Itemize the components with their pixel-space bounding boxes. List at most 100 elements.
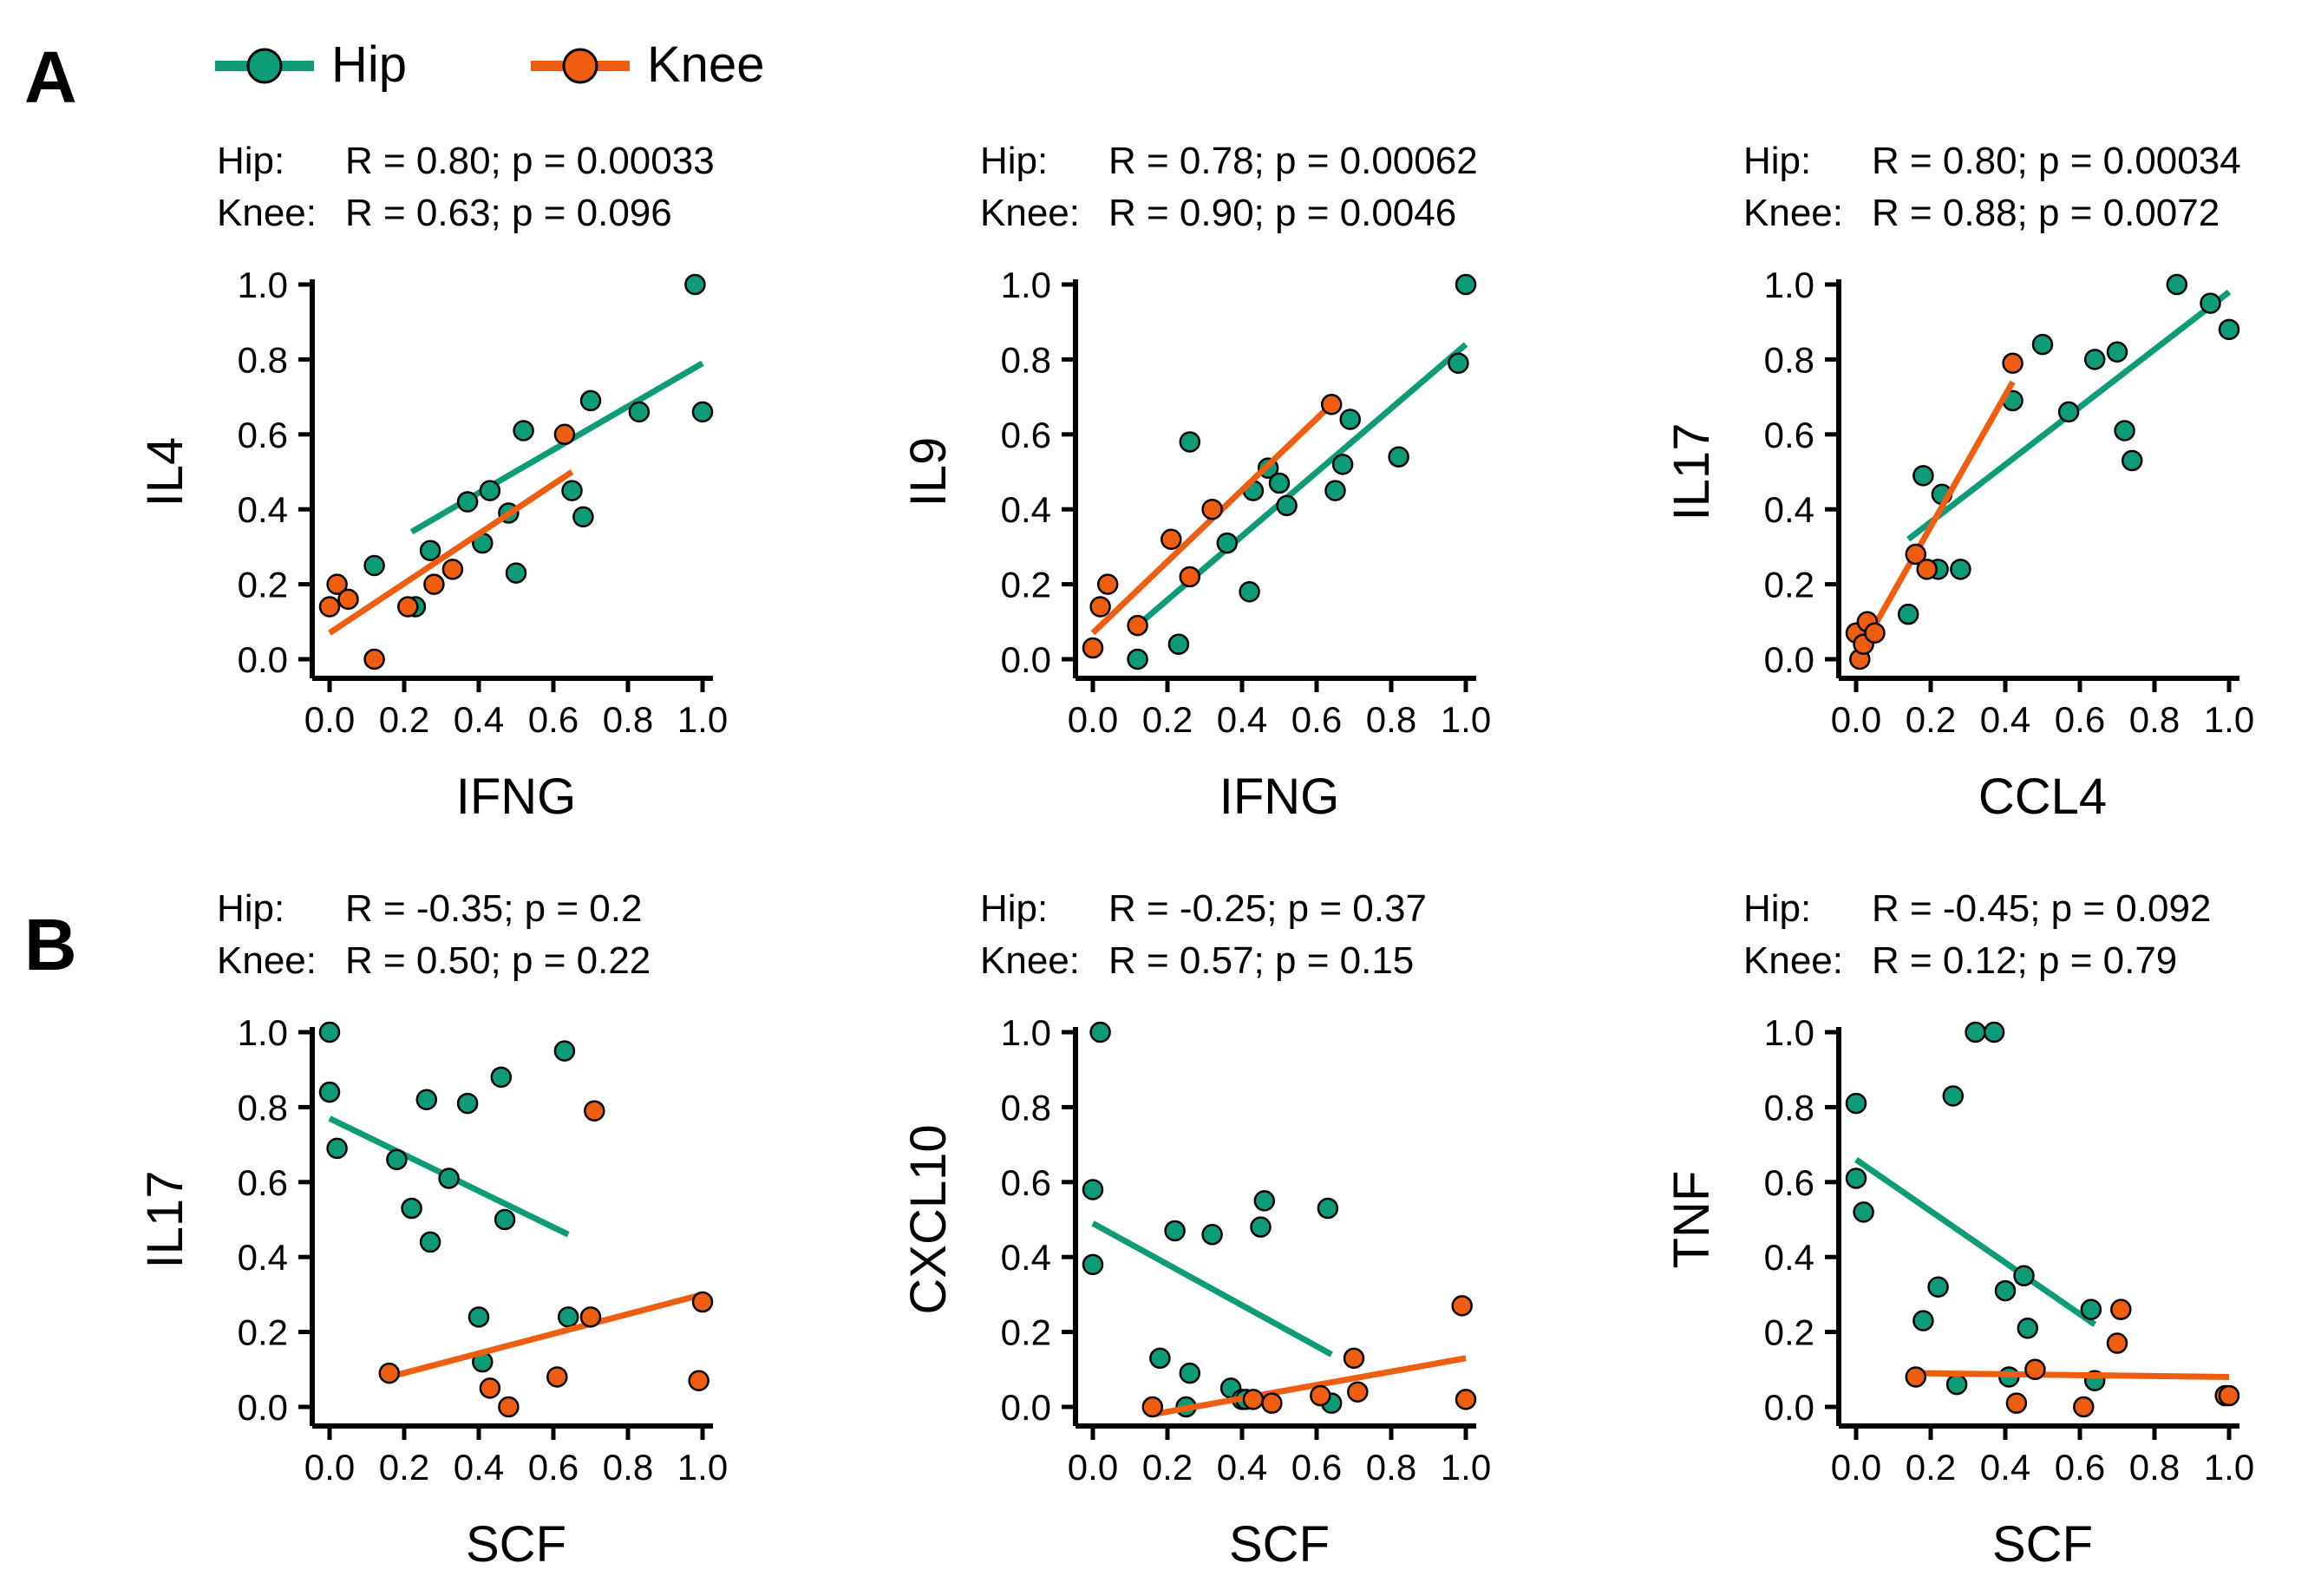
stats-block: Hip: R = 0.80; p = 0.00033 Knee: R = 0.63; …: [217, 140, 715, 234]
data-point-knee: [553, 423, 576, 446]
data-point-knee: [1905, 543, 1927, 566]
data-point-knee: [397, 596, 419, 618]
data-point-hip: [1455, 273, 1477, 296]
data-point-knee: [1916, 559, 1938, 580]
stats-knee-value: R = 0.88; p = 0.0072: [1872, 192, 2220, 234]
x-tick-label: 0.2: [379, 1447, 429, 1488]
x-tick-label: 0.4: [454, 699, 504, 740]
x-tick-label: 0.8: [1366, 1447, 1416, 1488]
data-point-hip: [505, 562, 527, 584]
x-axis-title: SCF: [1992, 1516, 2093, 1573]
x-tick-label: 0.8: [603, 1447, 653, 1488]
data-point-hip: [1983, 1021, 2005, 1043]
data-point-knee: [498, 1396, 520, 1418]
data-point-hip: [1253, 1190, 1276, 1212]
x-tick-label: 0.8: [1366, 699, 1416, 740]
data-point-hip: [1945, 1373, 1968, 1396]
stats-block: Hip: R = -0.35; p = 0.2 Knee: R = 0.50; p =…: [217, 887, 651, 982]
data-point-knee: [1320, 393, 1343, 415]
y-tick-label: 0.6: [1764, 415, 1814, 455]
data-point-hip: [318, 1081, 341, 1103]
fit-line-hip: [409, 360, 704, 535]
data-point-hip: [1127, 648, 1148, 670]
series-hip: [1845, 1021, 2106, 1396]
y-tick-label: 0.6: [1001, 1162, 1051, 1203]
x-tick-label: 0.0: [304, 699, 355, 740]
y-tick-label: 0.8: [1764, 339, 1814, 380]
x-tick-label: 0.6: [2055, 699, 2105, 740]
data-point-knee: [2106, 1332, 2128, 1354]
x-tick-label: 0.8: [2129, 699, 2180, 740]
fit-line-hip: [1091, 1220, 1333, 1357]
data-point-knee: [1451, 1295, 1473, 1317]
data-point-knee: [441, 559, 464, 580]
data-point-knee: [688, 1370, 709, 1392]
y-axis-title: IL17: [1664, 423, 1720, 521]
data-point-hip: [2031, 333, 2054, 356]
y-tick-label: 1.0: [1001, 1012, 1051, 1053]
scatter-plot-5: Hip: R = -0.25; p = 0.37 Knee: R = 0.57; p …: [900, 887, 1491, 1573]
data-point-hip: [1388, 446, 1409, 468]
data-point-hip: [561, 480, 583, 501]
data-point-knee: [691, 1291, 714, 1313]
series-hip: [1127, 273, 1477, 670]
data-point-hip: [2080, 1298, 2102, 1320]
data-point-hip: [2200, 292, 2221, 314]
y-tick-label: 0.8: [238, 339, 288, 380]
x-tick-label: 0.0: [1831, 1447, 1881, 1488]
y-tick-label: 1.0: [1764, 1012, 1814, 1053]
data-point-hip: [572, 506, 594, 528]
stats-knee-value: R = 0.57; p = 0.15: [1108, 939, 1414, 982]
data-point-hip: [1897, 603, 1919, 625]
data-point-knee: [1343, 1347, 1365, 1370]
series-knee: [1905, 1298, 2240, 1418]
data-point-hip: [628, 401, 651, 423]
data-point-hip: [1239, 580, 1260, 603]
data-point-knee: [1864, 622, 1886, 644]
data-point-hip: [1845, 1168, 1867, 1189]
legend-hip-marker: [246, 48, 283, 84]
data-point-knee: [1905, 1366, 1927, 1388]
x-tick-label: 0.4: [1980, 699, 2030, 740]
y-tick-label: 0.4: [1764, 1237, 1814, 1278]
data-point-knee: [1179, 566, 1201, 588]
y-axis-title: IL17: [137, 1171, 193, 1269]
data-point-hip: [1216, 532, 1239, 554]
y-tick-label: 1.0: [238, 265, 288, 305]
data-point-hip: [2013, 1265, 2035, 1287]
data-point-knee: [2024, 1358, 2046, 1381]
data-point-hip: [1339, 409, 1361, 430]
stats-knee-value: R = 0.90; p = 0.0046: [1108, 192, 1456, 234]
fit-line-knee: [1152, 1355, 1467, 1418]
y-tick-label: 0.2: [1001, 565, 1051, 605]
stats-hip-prefix: Hip:: [980, 140, 1048, 182]
data-point-hip: [419, 540, 441, 561]
data-point-knee: [318, 596, 341, 618]
panel-label-a: A: [24, 36, 77, 118]
data-point-hip: [467, 1306, 490, 1328]
fit-line-knee: [1857, 380, 2016, 654]
data-point-hip: [1331, 454, 1354, 475]
data-point-hip: [2121, 449, 2143, 472]
x-tick-label: 0.2: [1142, 1447, 1193, 1488]
stats-hip-value: R = 0.78; p = 0.00062: [1108, 140, 1478, 182]
data-point-knee: [1096, 573, 1119, 595]
x-tick-label: 0.6: [528, 699, 579, 740]
series-knee: [1141, 1295, 1477, 1418]
stats-block: Hip: R = 0.80; p = 0.00034 Knee: R = 0.88; …: [1743, 140, 2241, 234]
y-tick-label: 0.8: [1001, 339, 1051, 380]
x-tick-label: 0.8: [2129, 1447, 2180, 1488]
data-point-hip: [363, 554, 385, 577]
x-tick-label: 0.2: [379, 699, 429, 740]
data-point-hip: [2166, 273, 2188, 296]
data-point-hip: [1324, 480, 1346, 501]
data-point-hip: [1942, 1085, 1965, 1107]
scatter-plot-4: Hip: R = -0.35; p = 0.2 Knee: R = 0.50; p =…: [137, 887, 728, 1573]
stats-hip-prefix: Hip:: [217, 140, 284, 182]
data-point-hip: [494, 1208, 516, 1231]
scatter-plot-6: Hip: R = -0.45; p = 0.092 Knee: R = 0.12; p…: [1664, 887, 2254, 1573]
series-hip: [363, 273, 714, 618]
legend-item-knee: Knee: [531, 36, 764, 93]
data-point-knee: [2110, 1298, 2132, 1320]
